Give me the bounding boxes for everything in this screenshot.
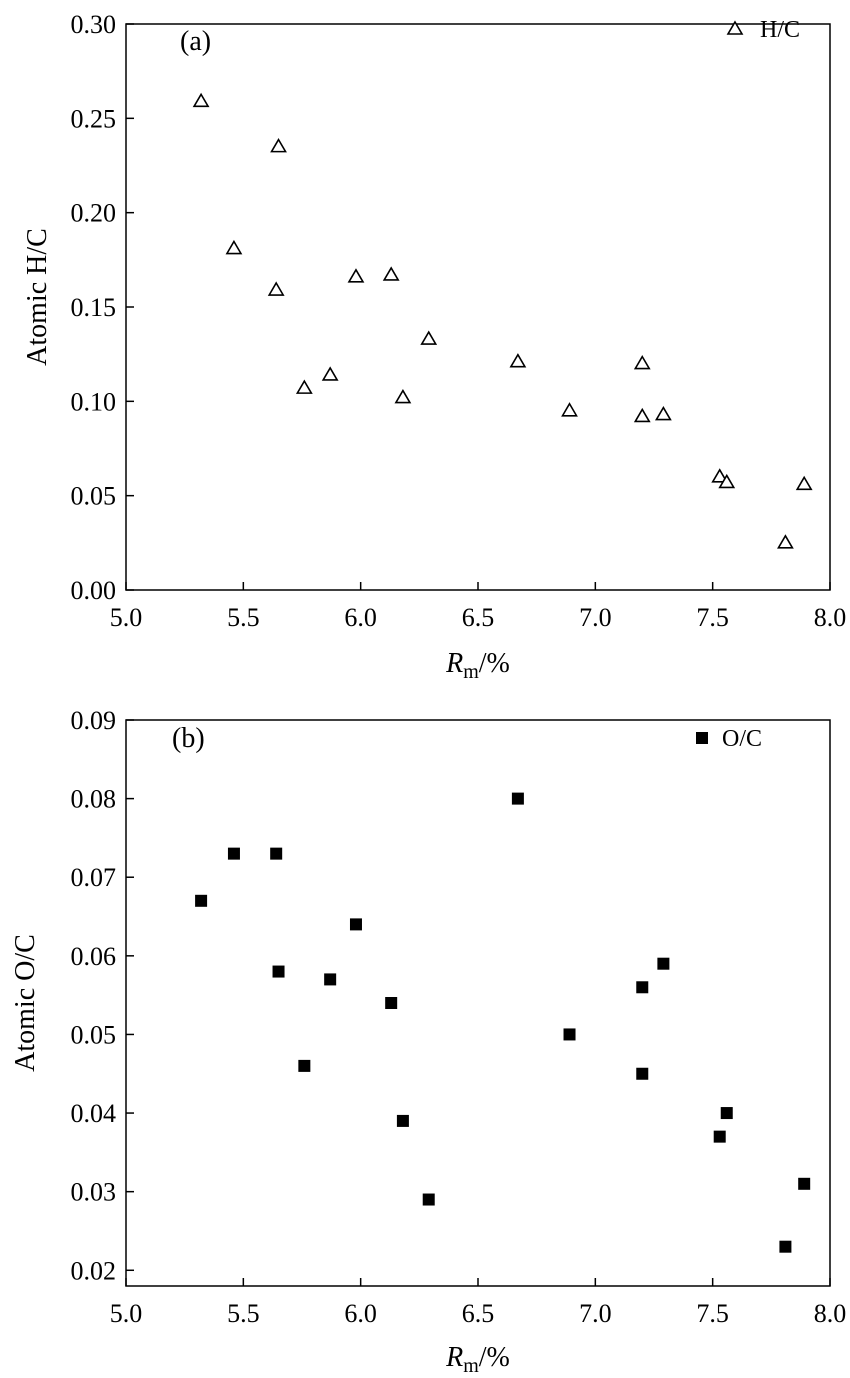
panel-a-data-point (347, 268, 365, 283)
panel-a-y-tick-label: 0.10 (71, 387, 117, 416)
panel-a-x-tick-label: 8.0 (814, 603, 847, 632)
panel-b-data-point (563, 1028, 576, 1041)
panel-a-legend-label: H/C (760, 17, 800, 43)
panel-b-x-axis-label-main: R (445, 1342, 463, 1373)
panel-b-data-point (422, 1193, 435, 1206)
panel-a-data-point (633, 407, 651, 423)
panel-a-y-tick-label: 0.05 (71, 482, 117, 511)
panel-b-data-point (720, 1107, 733, 1120)
panel-a-y-axis-label: Atomic H/C (22, 228, 53, 366)
panel-b-y-tick-label: 0.08 (71, 785, 117, 814)
panel-b-data-point (396, 1114, 409, 1127)
panel-a-y-tick-label: 0.25 (71, 104, 117, 133)
panel-b-x-tick-label: 7.5 (696, 1299, 729, 1328)
panel-b-x-tick-label: 5.0 (110, 1299, 143, 1328)
panel-b-x-ticks: 5.0 5.5 6.0 6.5 7.0 7.5 8.0 (110, 1278, 847, 1328)
panel-a-data-point (270, 138, 287, 153)
panel-a-data-point (321, 366, 339, 381)
panel-a-data-point (509, 353, 527, 368)
panel-b-x-tick-label: 8.0 (814, 1299, 847, 1328)
panel-b-label: (b) (172, 723, 205, 754)
panel-b-y-tick-label: 0.06 (71, 942, 117, 971)
panel-b-y-ticks: 0.02 0.03 0.04 0.05 0.06 0.07 0.08 0.09 (71, 706, 134, 1285)
panel-a-data-point (795, 475, 813, 491)
panel-a-x-axis-label-sub: m (463, 661, 479, 683)
panel-a-x-tick-label: 7.0 (579, 603, 612, 632)
panel-a-data-point (192, 92, 210, 108)
panel-b-data-point (657, 957, 670, 970)
panel-a-data-point (711, 468, 729, 483)
panel-a-data-point (225, 239, 243, 255)
panel-a-plot-frame (125, 23, 831, 591)
panel-a-y-tick-label: 0.15 (71, 293, 117, 322)
panel-a-x-tick-label: 5.0 (110, 603, 143, 632)
panel-a-data-point (777, 534, 794, 549)
panel-b-y-tick-label: 0.03 (71, 1178, 117, 1207)
panel-b-data-point (636, 981, 649, 994)
panel-b-legend: O/C (696, 726, 762, 752)
panel-b-data-point (195, 894, 208, 907)
panel-b: 5.0 5.5 6.0 6.5 7.0 7.5 8.0 0.020.030.040.050.… (10, 706, 846, 1377)
panel-b-x-axis-label-sub: m (463, 1355, 479, 1377)
panel-b-points (195, 792, 811, 1253)
panel-b-y-tick-label: 0.05 (71, 1020, 117, 1049)
panel-a-y-tick-label: 0.30 (71, 10, 117, 39)
panel-b-x-tick-label: 6.0 (344, 1299, 377, 1328)
panel-a-data-point (267, 281, 285, 296)
panel-b-x-tick-label: 5.5 (227, 1299, 260, 1328)
panel-a-x-tick-label: 7.5 (696, 603, 729, 632)
panel-b-plot-frame (125, 719, 831, 1287)
panel-b-x-tick-label: 6.5 (462, 1299, 495, 1328)
panel-a-data-point (718, 473, 736, 489)
panel-a-label: (a) (180, 26, 211, 57)
panel-a-x-tick-label: 6.0 (344, 603, 377, 632)
panel-a-data-point (561, 402, 578, 417)
panel-b-y-tick-label: 0.09 (71, 706, 117, 735)
panel-a-x-tick-label: 6.5 (462, 603, 495, 632)
panel-b-data-point (270, 847, 283, 860)
panel-a-data-point (382, 266, 400, 281)
panel-b-x-axis-label-rest: /% (479, 1342, 510, 1373)
panel-b-data-point (272, 965, 285, 978)
panel-a-x-axis-label: Rm/% (445, 648, 510, 683)
panel-b-data-point (349, 918, 362, 931)
panel-b-y-tick-label: 0.02 (71, 1256, 117, 1285)
panel-b-data-point (798, 1177, 811, 1190)
panel-b-data-point (636, 1067, 649, 1080)
panel-b-data-point (511, 792, 524, 805)
panel-b-x-axis-label: Rm/% (445, 1342, 510, 1377)
panel-b-data-point (779, 1240, 792, 1253)
panel-a-x-tick-label: 5.5 (227, 603, 260, 632)
panel-b-data-point (298, 1059, 311, 1072)
panel-b-legend-label: O/C (722, 726, 762, 752)
panel-a-points (192, 92, 813, 549)
panel-b-data-point (324, 973, 337, 986)
panel-a-data-point (394, 388, 412, 404)
panel-a-y-ticks: 0.00 0.05 0.10 0.15 0.20 0.25 0.30 (71, 10, 134, 605)
panel-a-y-tick-label: 0.00 (71, 576, 117, 605)
panel-a-data-point (420, 330, 438, 345)
panel-b-data-point (713, 1130, 726, 1143)
panel-b-data-point (385, 997, 398, 1009)
panel-a-data-point (654, 405, 672, 421)
panel-a-y-tick-label: 0.20 (71, 199, 117, 228)
panel-a-data-point (295, 379, 313, 394)
panel-a-x-axis-label-main: R (445, 648, 463, 679)
panel-b-y-tick-label: 0.07 (71, 863, 117, 892)
panel-b-y-tick-label: 0.04 (71, 1099, 117, 1128)
panel-a-data-point (633, 355, 651, 370)
panel-b-legend-marker (696, 732, 708, 744)
panel-a-x-ticks: 5.0 5.5 6.0 6.5 7.0 7.5 8.0 (110, 582, 847, 632)
panel-a-legend-marker (726, 20, 744, 35)
panel-a-legend: H/C (726, 17, 800, 43)
panel-b-data-point (227, 847, 240, 860)
panel-b-x-tick-label: 7.0 (579, 1299, 612, 1328)
panel-a-x-axis-label-rest: /% (479, 648, 510, 679)
panel-a: 5.0 5.5 6.0 6.5 7.0 7.5 8.0 0.000.050.100.150.… (22, 10, 846, 683)
panel-b-y-axis-label: Atomic O/C (10, 934, 41, 1072)
